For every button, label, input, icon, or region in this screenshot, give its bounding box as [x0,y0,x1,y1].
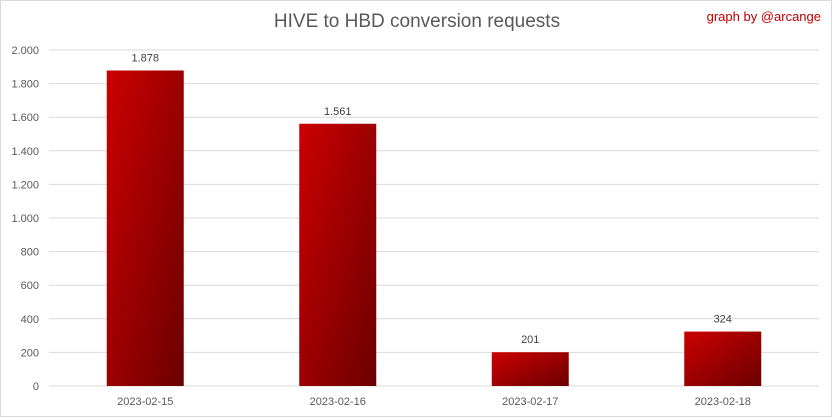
x-tick-label: 2023-02-16 [310,396,366,408]
bar [684,331,762,386]
y-tick-label: 1.800 [11,79,39,91]
y-tick-label: 400 [21,314,39,326]
y-tick-label: 200 [21,347,39,359]
y-tick-label: 800 [21,247,39,259]
bar [299,123,377,386]
x-tick-label: 2023-02-18 [695,396,751,408]
data-label: 324 [714,314,732,326]
chart-title: HIVE to HBD conversion requests [273,11,561,32]
x-tick-label: 2023-02-17 [502,396,558,408]
y-tick-label: 1.400 [11,146,39,158]
y-tick-label: 0 [33,381,39,393]
y-tick-label: 2.000 [11,45,39,57]
x-tick-label: 2023-02-15 [117,396,173,408]
data-label: 1.878 [131,52,159,64]
y-tick-label: 1.000 [11,213,39,225]
bar [491,352,569,386]
data-label: 201 [521,334,539,346]
credit-label: graph by @arcange [706,9,821,24]
bar [106,70,184,386]
y-tick-label: 1.600 [11,112,39,124]
y-tick-label: 600 [21,280,39,292]
data-label: 1.561 [324,106,352,118]
y-tick-label: 1.200 [11,179,39,191]
